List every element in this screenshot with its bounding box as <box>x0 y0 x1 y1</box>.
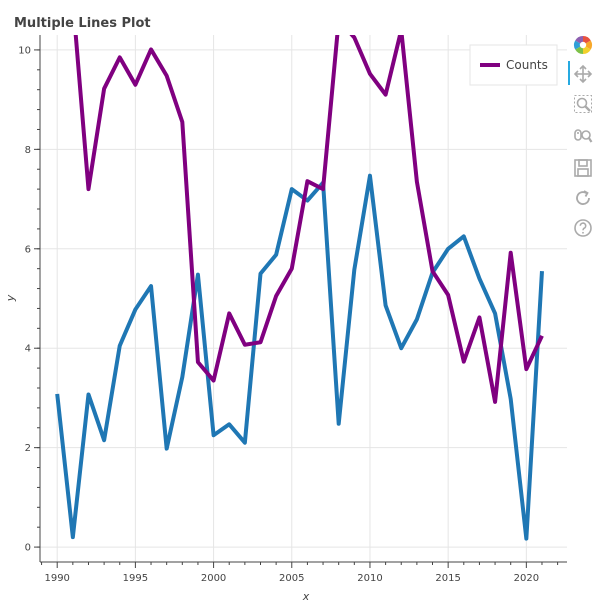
pan-icon[interactable] <box>572 63 594 85</box>
y-tick-label: 2 <box>25 443 31 454</box>
x-tick-label: 2015 <box>435 573 460 584</box>
y-tick-label: 4 <box>25 344 31 355</box>
wheel-zoom-icon[interactable] <box>572 125 594 147</box>
plot-area[interactable] <box>40 35 567 562</box>
bokeh-logo-icon[interactable] <box>572 34 594 56</box>
x-tick-label: 1995 <box>123 573 148 584</box>
x-tick-label: 1990 <box>44 573 69 584</box>
series-line-counts <box>73 35 544 404</box>
x-tick-label: 2005 <box>279 573 304 584</box>
box-zoom-icon[interactable] <box>572 93 594 115</box>
y-tick-label: 6 <box>25 244 31 255</box>
help-icon[interactable] <box>572 217 594 239</box>
x-axis-label: x <box>302 590 310 603</box>
save-icon[interactable] <box>572 157 594 179</box>
legend[interactable]: Counts <box>469 44 558 86</box>
y-axis-label: y <box>4 294 17 302</box>
x-tick-label: 2000 <box>201 573 226 584</box>
series-lines <box>55 35 544 541</box>
y-tick-label: 0 <box>25 543 31 554</box>
y-tick-label: 10 <box>18 45 31 56</box>
y-tick-label: 8 <box>25 145 31 156</box>
chart-title: Multiple Lines Plot <box>14 16 151 31</box>
reset-icon[interactable] <box>572 187 594 209</box>
active-tool-indicator <box>568 61 570 85</box>
series-line-1 <box>55 173 544 541</box>
grid-lines <box>40 35 567 562</box>
x-ticks: 1990 1995 2000 2005 2010 2015 2020 <box>41 562 559 584</box>
legend-label-counts: Counts <box>506 58 548 72</box>
x-tick-label: 2020 <box>514 573 539 584</box>
y-ticks: 0 2 4 6 8 10 <box>18 45 40 554</box>
x-tick-label: 2010 <box>357 573 382 584</box>
